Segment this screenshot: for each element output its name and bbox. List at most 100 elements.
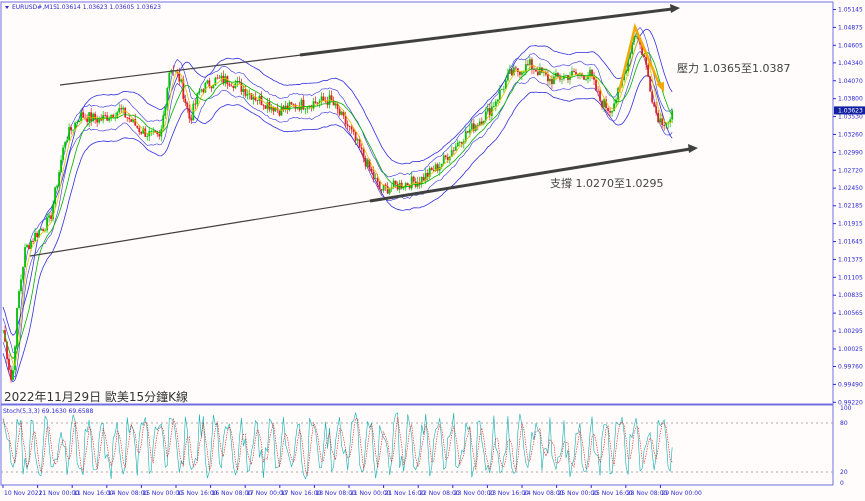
candle [561, 78, 563, 80]
time-tick-label: 23 Nov 16:00 [488, 490, 529, 497]
candle [458, 142, 461, 143]
candle [521, 72, 523, 75]
candle [146, 136, 149, 137]
candle [130, 119, 133, 122]
candle [138, 127, 141, 132]
price-tick-label: 1.04605 [838, 42, 863, 49]
candle [262, 105, 265, 106]
candle [78, 121, 81, 123]
time-tick-label: 14 Nov 08:00 [108, 490, 149, 497]
candle [352, 129, 355, 133]
candle [236, 81, 239, 84]
candle [400, 182, 403, 189]
candle [18, 291, 20, 309]
upper-envelope [2, 28, 673, 336]
candle [14, 346, 16, 371]
dropdown-triangle-icon[interactable] [5, 6, 9, 9]
candle [512, 67, 515, 76]
candle [158, 134, 161, 137]
time-tick-label: 10 Nov 2022 [4, 490, 43, 497]
candle [543, 72, 545, 73]
candle [134, 119, 137, 126]
candle [166, 88, 169, 107]
candle [404, 183, 407, 188]
candle [286, 105, 289, 110]
price-tick-label: 1.05145 [838, 7, 863, 14]
candle [6, 341, 8, 360]
candle [38, 230, 40, 238]
candle [386, 186, 389, 194]
stoch-signal-line [2, 416, 673, 477]
candle [350, 126, 353, 130]
candle [629, 53, 631, 59]
candle [589, 69, 591, 77]
candle [214, 77, 217, 86]
candle [168, 72, 171, 89]
candle [88, 112, 91, 122]
candle [40, 229, 42, 231]
candle [490, 106, 493, 116]
candle [346, 124, 349, 127]
candle [484, 111, 487, 121]
candle [450, 150, 453, 157]
candle [68, 127, 71, 141]
candle [216, 77, 219, 79]
candle [242, 89, 245, 92]
candle [278, 109, 281, 116]
candle [34, 232, 36, 242]
price-tick-label: 1.02720 [838, 167, 863, 174]
candle [514, 67, 517, 69]
candle [318, 101, 321, 104]
stoch-tick-label: 20 [840, 469, 848, 476]
candle [502, 88, 505, 90]
candle [314, 101, 317, 103]
candle [288, 102, 291, 110]
candle [378, 181, 381, 190]
time-tick-label: 16 Nov 08:00 [212, 490, 253, 497]
candle [202, 89, 205, 93]
price-tick-label: 1.02990 [838, 149, 863, 156]
candle [290, 102, 293, 105]
candle [54, 187, 56, 205]
candle [148, 131, 151, 137]
candle [525, 64, 527, 73]
candle [444, 155, 447, 157]
price-tick-label: 1.01915 [838, 221, 863, 228]
stoch-tick-label: 0 [840, 480, 844, 487]
candle [150, 131, 153, 132]
time-tick-label: 25 Nov 00:00 [558, 490, 599, 497]
candle [112, 114, 115, 119]
candle [362, 149, 365, 158]
candle [252, 97, 255, 100]
candle [136, 125, 139, 128]
orange-arrow [617, 23, 662, 93]
candle [90, 112, 93, 121]
candle [645, 56, 648, 65]
candle [126, 117, 129, 119]
candle [613, 103, 615, 111]
candle [302, 99, 305, 110]
candle [651, 91, 654, 103]
candle [603, 99, 605, 108]
symbol-label: EURUSD#,M15 [12, 4, 57, 11]
candle [597, 90, 599, 92]
candle [587, 76, 589, 80]
candle [124, 107, 127, 118]
current-price-label: 1.03623 [838, 107, 863, 114]
candle [294, 104, 297, 109]
candle [354, 132, 357, 141]
candle [472, 123, 475, 131]
time-tick-label: 23 Nov 00:00 [454, 490, 495, 497]
candle [72, 129, 75, 131]
candle [396, 184, 399, 190]
price-tick-label: 1.02185 [838, 203, 863, 210]
candle [332, 100, 335, 106]
candle [641, 44, 644, 56]
candle [547, 74, 549, 82]
candle [553, 76, 555, 84]
candle [647, 64, 650, 77]
candle [394, 180, 397, 185]
candle [382, 184, 385, 191]
main-pane [0, 1, 834, 405]
